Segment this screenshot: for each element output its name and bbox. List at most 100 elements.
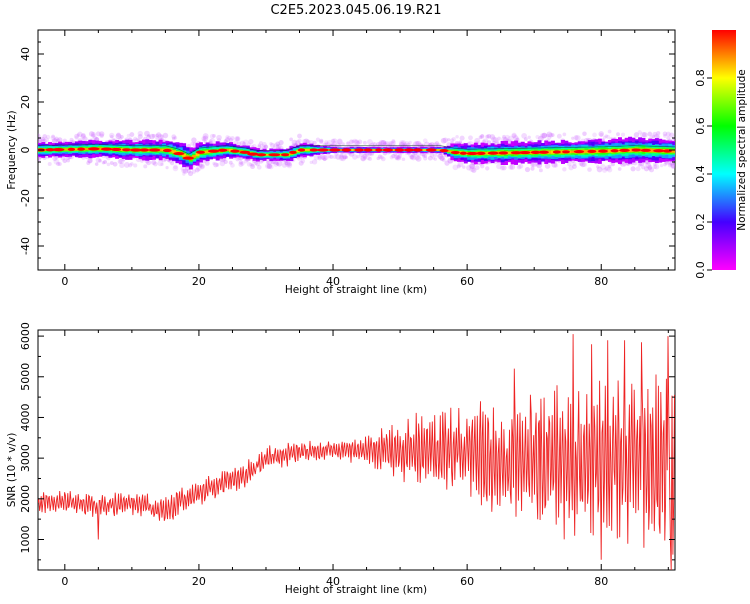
spectrogram-peak-cell [519,150,531,155]
colorbar: 0.0 0.2 0.4 0.6 0.8 Normalized spectral ampli… [694,30,748,279]
spectrogram-halo-cell [451,137,456,142]
snr-ytick-label: 2000 [19,485,32,513]
spectrogram-halo-cell [54,136,59,142]
spectrogram-halo-cell [257,143,261,147]
spectrogram-halo-cell [382,142,388,148]
spec-ytick-label: 20 [19,95,32,109]
spectrogram-halo-cell [393,152,397,157]
spectrogram-peak-cell [610,149,619,153]
spectrogram-halo-cell [53,158,60,165]
spectrogram-peak-cell [425,148,437,152]
spectrogram-cell [205,150,210,154]
spectrogram-halo-cell [455,135,459,139]
spectrogram-halo-cell [337,139,343,145]
snr-xtick-label: 40 [326,575,340,588]
spectrogram-halo-cell [607,129,612,134]
spectrogram-halo-cell [499,165,505,171]
spectrogram-halo-cell [491,136,497,143]
spectrogram-halo-cell [497,136,501,141]
spectrogram-halo-cell [468,135,473,141]
spectrogram-halo-cell [656,134,661,139]
spectrogram-halo-cell [321,155,328,161]
spectrogram-halo-cell [479,134,485,139]
spectrogram-cell [192,155,197,158]
spectrogram-halo-cell [57,162,62,166]
spectrogram-halo-cell [115,133,122,140]
spectrogram-halo-cell [381,156,386,162]
spectrogram-halo-cell [194,167,200,173]
spectrogram-halo-cell [602,135,607,140]
spectrogram-cell [436,149,441,151]
spectrogram-halo-cell [90,131,96,137]
spectrogram-halo-cell [535,134,540,140]
spectrogram-halo-cell [384,141,389,146]
spectrogram-track-line [38,144,675,155]
spectrogram-halo-cell [181,168,187,174]
spectrogram-halo-cell [606,167,613,173]
spectrogram-halo-cell [258,141,263,146]
spectrogram-peak-cell [256,153,267,157]
spectrogram-halo-cell [144,130,150,137]
spectrogram-halo-cell [191,169,197,174]
spectrogram-halo-cell [171,136,176,141]
spec-ytick-label: -40 [19,237,32,255]
snr-ytick-label: 5000 [19,363,32,391]
spectrogram-halo-cell [94,162,99,166]
spectrogram-halo-cell [74,135,79,140]
spectrogram-halo-cell [651,134,655,139]
spectrogram-peak-cell [173,152,185,156]
spectrogram-halo-cell [489,134,496,140]
spectrogram-halo-cell [204,160,210,166]
spectrogram-halo-cell [546,131,553,138]
spectrogram-halo-cell [263,144,269,149]
spectrogram-halo-cell [261,141,267,148]
spectrogram-halo-cell [276,162,280,166]
spectrogram-halo-cell [579,161,586,168]
spectrogram-halo-cell [278,139,284,146]
spectrogram-halo-cell [345,141,351,147]
spectrogram-halo-cell [326,139,333,146]
spectrogram-halo-cell [346,141,350,145]
spectrogram-halo-cell [272,160,277,165]
spectrogram-halo-cell [298,160,304,166]
spectrogram-halo-cell [196,165,202,171]
spectrogram-halo-cell [541,132,548,139]
spectrogram-halo-cell [159,134,165,139]
spectrogram-halo-cell [88,131,95,137]
spectrogram-halo-cell [662,131,668,136]
spectrogram-halo-cell [605,165,611,171]
spectrogram-halo-cell [292,142,297,148]
spectrogram-halo-cell [51,138,58,145]
spectrogram-halo-cell [507,135,514,142]
spectrogram-halo-cell [285,161,291,168]
spectrogram-halo-cell [668,161,672,166]
spectrogram-halo-cell [598,131,605,137]
spectrogram-halo-cell [366,139,373,145]
spectrogram-peak-cell [341,148,352,152]
spectrogram-peak-cell [148,148,161,152]
spectrogram-halo-cell [647,131,653,137]
spectrogram-halo-cell [637,162,642,167]
spectrogram-halo-cell [539,133,546,139]
spectrogram-halo-cell [415,155,422,162]
spectrogram-halo-cell [398,154,403,159]
spectrogram-halo-cell [225,135,230,140]
spectrogram-halo-cell [652,164,658,170]
spectrogram-peak-cell [619,148,630,152]
spectrogram-halo-cell [160,162,164,167]
spectrogram-peak-cell [182,156,195,160]
spectrogram-halo-cell [173,136,178,140]
spectrogram-cell [628,148,633,153]
spectrogram-halo-cell [423,156,428,161]
spectrogram-halo-cell [469,163,476,170]
spectrogram-halo-cell [235,136,240,141]
spectrogram-halo-cell [320,154,326,160]
spectrogram-peak-cell [476,151,486,155]
snr-ytick-label: 3000 [19,444,32,472]
spectrogram-halo-cell [270,143,276,149]
spectrogram-halo-cell [43,137,49,143]
spectrogram-halo-cell [332,138,338,144]
spectrogram-halo-cell [99,133,104,138]
spectrogram-halo-cell [377,154,383,159]
